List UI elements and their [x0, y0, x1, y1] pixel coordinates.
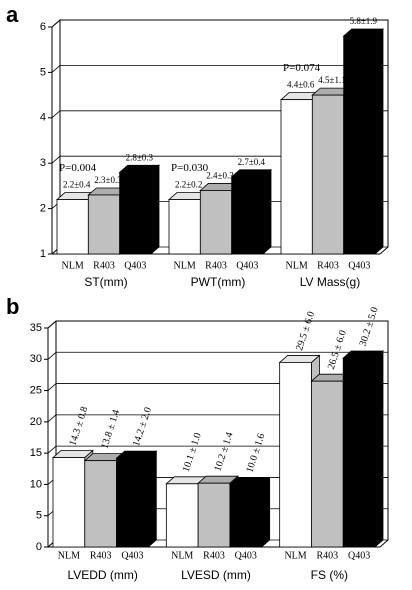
bar [84, 460, 117, 548]
panel-label: a [6, 2, 19, 27]
value-label: 29.5 ± 6.0 [294, 310, 317, 352]
series-label: NLM [174, 260, 196, 271]
series-label: R403 [205, 260, 227, 271]
bar [168, 199, 201, 255]
series-label: Q403 [348, 550, 370, 561]
bar-side [262, 168, 272, 255]
bar [342, 357, 376, 548]
y-tick-label: 20 [30, 416, 42, 428]
grid-line [47, 414, 57, 423]
bar [199, 190, 233, 255]
bar [165, 483, 199, 548]
grid-line [51, 65, 61, 73]
x-category-label: FS (%) [311, 568, 348, 582]
grid-line [47, 445, 57, 454]
value-label: 14.3 ± 0.8 [67, 405, 90, 447]
series-label: NLM [58, 550, 80, 561]
bar-side [261, 476, 271, 548]
value-label: 4.4±0.6 [287, 80, 315, 90]
grid-line [51, 155, 61, 164]
series-label: Q403 [124, 260, 146, 271]
grid-line [47, 320, 57, 329]
series-label: Q403 [348, 260, 370, 271]
bar-side [374, 350, 384, 548]
bar [119, 171, 152, 255]
p-value: P=0.074 [283, 62, 321, 74]
value-label: 10.1 ± 1.0 [181, 432, 204, 474]
series-label: NLM [62, 260, 84, 271]
y-tick-label: 30 [30, 353, 42, 365]
bar [311, 380, 344, 548]
x-category-label: ST(mm) [84, 275, 127, 289]
y-tick-label: 1 [40, 248, 46, 260]
y-tick-label: 3 [40, 157, 46, 169]
bar [279, 362, 312, 548]
value-label: 2.8±0.3 [126, 152, 154, 162]
y-tick-label: 5 [36, 510, 42, 522]
value-label: 14.2 ± 2.0 [131, 406, 154, 448]
series-label: NLM [284, 550, 306, 561]
value-label: 2.2±0.2 [175, 180, 202, 190]
p-value: P=0.004 [59, 162, 97, 174]
value-label: 2.3±0.3 [94, 175, 122, 185]
bar [56, 199, 89, 255]
p-value: P=0.030 [171, 162, 209, 174]
y-tick-label: 6 [40, 21, 46, 33]
bar [280, 99, 313, 255]
y-tick-label: 15 [30, 447, 42, 459]
series-label: Q403 [235, 550, 257, 561]
bar [87, 194, 121, 255]
series-label: R403 [90, 550, 112, 561]
series-label: R403 [93, 260, 115, 271]
value-label: 4.5±1.1 [318, 75, 345, 85]
y-tick-label: 35 [30, 322, 42, 334]
series-label: Q403 [121, 550, 143, 561]
bar [197, 482, 231, 548]
y-tick-label: 2 [40, 203, 46, 215]
series-label: Q403 [236, 260, 258, 271]
value-label: 10.0 ± 1.6 [244, 432, 267, 474]
x-category-label: LV Mass(g) [300, 275, 360, 289]
y-tick-label: 10 [30, 478, 42, 490]
y-tick-label: 5 [40, 66, 46, 78]
grid-line [47, 351, 57, 360]
x-category-label: LVEDD (mm) [67, 568, 137, 582]
bar [231, 176, 264, 255]
bar-side [150, 164, 160, 255]
bar-side [374, 28, 384, 255]
series-label: R403 [203, 550, 225, 561]
grid-line [51, 19, 61, 28]
series-label: R403 [316, 550, 338, 561]
value-label: 2.2±0.4 [63, 180, 91, 190]
grid-line [47, 383, 57, 391]
y-tick-label: 25 [30, 384, 42, 396]
panel-label: b [6, 294, 19, 319]
y-tick-label: 0 [36, 541, 42, 553]
bar-side [147, 450, 157, 548]
bar [343, 35, 376, 255]
value-label: 2.4±0.3 [206, 171, 234, 181]
grid-line [51, 110, 61, 119]
x-category-label: LVESD (mm) [181, 568, 251, 582]
series-label: NLM [286, 260, 308, 271]
bar [311, 94, 345, 255]
bar [229, 484, 263, 548]
y-tick-label: 4 [40, 112, 46, 124]
bar [52, 457, 86, 548]
x-category-label: PWT(mm) [191, 275, 246, 289]
value-label: 30.2 ± 5.0 [358, 306, 381, 348]
value-label: 5.8±1.9 [350, 16, 378, 26]
series-label: NLM [171, 550, 193, 561]
bar [116, 457, 149, 548]
series-label: R403 [317, 260, 339, 271]
value-label: 10.2 ± 1.4 [213, 431, 236, 473]
value-label: 2.7±0.4 [238, 157, 266, 167]
